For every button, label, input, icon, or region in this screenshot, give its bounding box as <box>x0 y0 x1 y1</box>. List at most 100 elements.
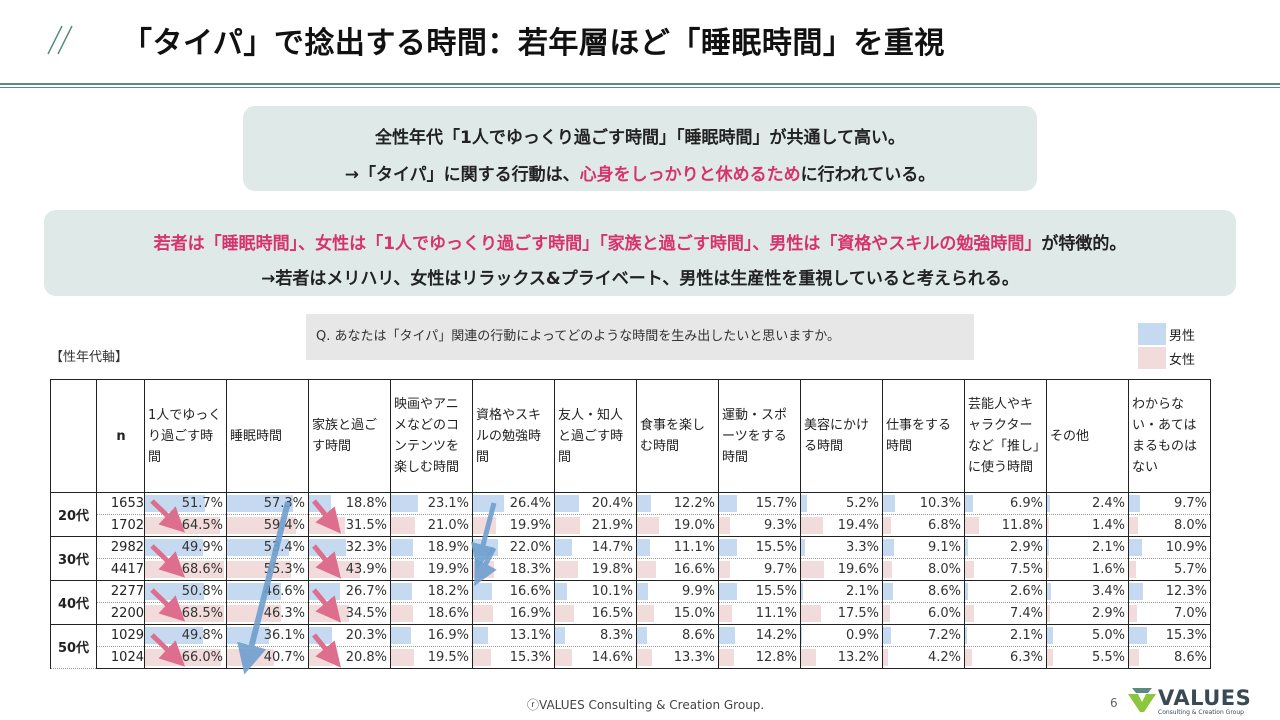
value-label: 64.5% <box>181 518 223 533</box>
value-label: 3.3% <box>845 540 879 555</box>
value-label: 8.6% <box>927 584 961 599</box>
value-cell: 53.4% <box>226 536 309 559</box>
value-cell: 0.9% <box>800 624 883 647</box>
header-col-7: 運動・スポーツをする時間 <box>718 379 801 493</box>
male-bar <box>719 539 737 556</box>
female-bar <box>555 517 581 534</box>
value-cell: 8.0% <box>1128 514 1211 537</box>
logo-name: VALUES <box>1158 686 1252 710</box>
sample-size-cell: 1653 <box>96 492 145 515</box>
value-label: 19.4% <box>837 518 879 533</box>
value-cell: 12.8% <box>718 646 801 669</box>
value-label: 11.1% <box>673 540 715 555</box>
male-bar <box>965 539 969 556</box>
value-label: 13.1% <box>509 628 551 643</box>
female-bar <box>637 649 653 666</box>
value-cell: 16.9% <box>472 602 555 625</box>
female-bar <box>719 649 734 666</box>
value-cell: 19.6% <box>800 558 883 581</box>
table-row: 1024 66.0% 40.7% 20.8% 19.5% 15.3% 14.6% 13.3% 1… <box>51 646 1211 669</box>
value-label: 2.6% <box>1009 584 1043 599</box>
value-label: 16.6% <box>673 562 715 577</box>
female-bar <box>801 605 822 622</box>
legend-item-male: 男性 <box>1138 322 1195 346</box>
value-cell: 9.3% <box>718 514 801 537</box>
value-cell: 14.7% <box>554 536 637 559</box>
value-label: 26.7% <box>345 584 387 599</box>
value-cell: 19.9% <box>472 514 555 537</box>
value-label: 8.3% <box>599 628 633 643</box>
female-bar <box>801 517 824 534</box>
sample-size-cell: 2277 <box>96 580 145 603</box>
female-bar <box>555 649 572 666</box>
value-cell: 15.7% <box>718 492 801 515</box>
value-cell: 23.1% <box>390 492 473 515</box>
company-logo: VALUES Consulting & Creation Group <box>1128 686 1251 716</box>
male-bar <box>801 627 803 644</box>
value-label: 18.3% <box>509 562 551 577</box>
value-cell: 5.0% <box>1046 624 1129 647</box>
summary-common-emphasis: 心身をしっかりと休めるため <box>579 165 801 185</box>
value-label: 3.4% <box>1091 584 1125 599</box>
axis-label: 【性年代軸】 <box>50 350 129 365</box>
value-label: 1.6% <box>1091 562 1125 577</box>
value-label: 19.9% <box>509 518 551 533</box>
male-bar <box>473 583 493 600</box>
value-cell: 17.5% <box>800 602 883 625</box>
value-label: 4.2% <box>927 650 961 665</box>
value-label: 14.2% <box>755 628 797 643</box>
value-cell: 6.3% <box>964 646 1047 669</box>
header-n: n <box>96 379 145 493</box>
value-cell: 18.3% <box>472 558 555 581</box>
male-bar <box>391 495 418 512</box>
value-label: 31.5% <box>345 518 387 533</box>
value-cell: 9.7% <box>718 558 801 581</box>
value-cell: 8.6% <box>1128 646 1211 669</box>
footer-copyright: ⓡVALUES Consulting & Creation Group. <box>527 698 765 712</box>
male-bar <box>883 583 893 600</box>
value-cell: 55.3% <box>226 558 309 581</box>
value-label: 2.9% <box>1009 540 1043 555</box>
value-label: 19.9% <box>427 562 469 577</box>
value-label: 10.9% <box>1165 540 1207 555</box>
value-label: 2.4% <box>1091 496 1125 511</box>
value-label: 12.3% <box>1165 584 1207 599</box>
survey-question: Q. あなたは「タイパ」関連の行動によってどのような時間を生み出したいと思います… <box>306 314 974 360</box>
value-label: 19.0% <box>673 518 715 533</box>
value-cell: 8.6% <box>882 580 965 603</box>
value-cell: 19.5% <box>390 646 473 669</box>
value-label: 15.5% <box>755 584 797 599</box>
value-label: 8.0% <box>927 562 961 577</box>
value-label: 59.4% <box>263 518 305 533</box>
value-cell: 2.1% <box>1046 536 1129 559</box>
value-label: 10.3% <box>919 496 961 511</box>
sample-size-cell: 2982 <box>96 536 145 559</box>
value-cell: 49.9% <box>144 536 227 559</box>
legend-label-female: 女性 <box>1169 352 1196 368</box>
female-bar <box>883 561 893 578</box>
title-rule <box>0 83 1280 85</box>
value-cell: 16.9% <box>390 624 473 647</box>
header-col-9: 仕事をする時間 <box>882 379 965 493</box>
age-group-label: 30代 <box>50 536 97 581</box>
male-bar <box>1129 627 1147 644</box>
table-header-row: n 1人でゆっくり過ごす時間 睡眠時間 家族と過ごす時間 映画やアニメなどのコン… <box>50 379 1211 493</box>
value-label: 11.1% <box>755 606 797 621</box>
female-bar <box>965 605 974 622</box>
value-cell: 46.6% <box>226 580 309 603</box>
value-label: 57.3% <box>263 496 305 511</box>
header-col-6: 食事を楽しむ時間 <box>636 379 719 493</box>
table-body: 20代 1653 51.7% 57.3% 18.8% 23.1% 26.4% 20.4% 12.… <box>50 492 1211 669</box>
value-label: 46.6% <box>263 584 305 599</box>
value-label: 12.8% <box>755 650 797 665</box>
value-label: 18.6% <box>427 606 469 621</box>
value-cell: 9.7% <box>1128 492 1211 515</box>
value-cell: 2.6% <box>964 580 1047 603</box>
value-label: 5.7% <box>1173 562 1207 577</box>
legend: 男性 女性 <box>1138 322 1195 370</box>
female-bar <box>801 561 824 578</box>
value-cell: 2.9% <box>964 536 1047 559</box>
value-cell: 22.0% <box>472 536 555 559</box>
value-label: 18.9% <box>427 540 469 555</box>
male-bar <box>1047 583 1051 600</box>
